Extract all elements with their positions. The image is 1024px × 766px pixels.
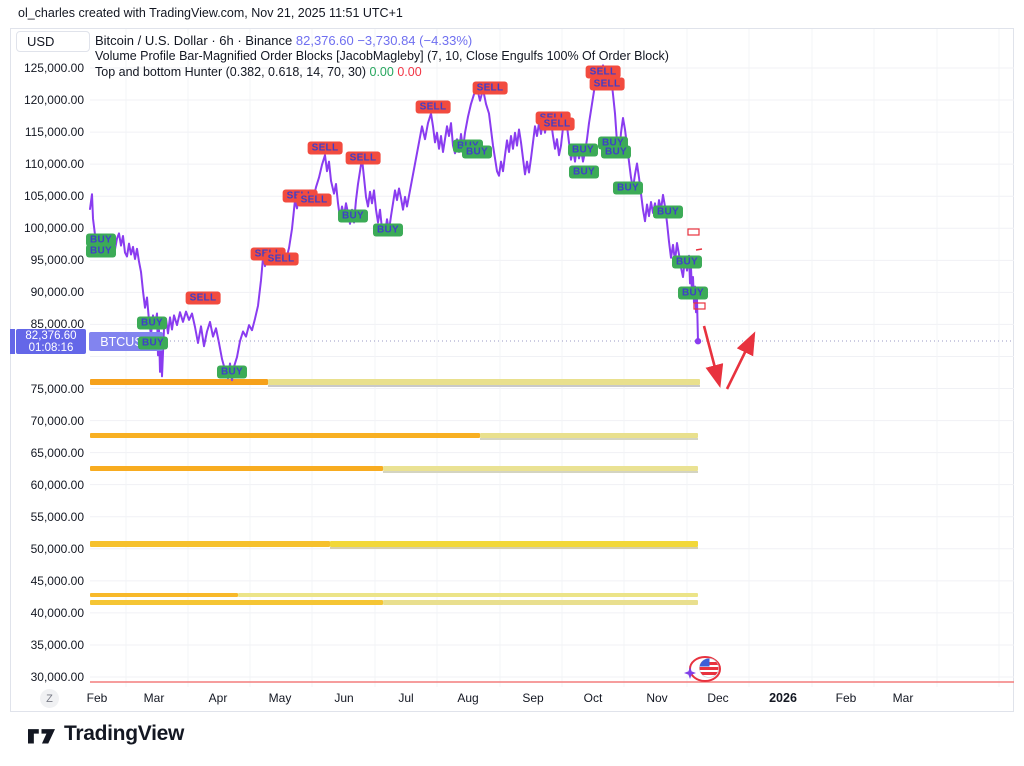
price-tick-label: 55,000.00	[30, 509, 84, 524]
drawn-annotations	[687, 228, 756, 390]
buy-signal-marker: BUY	[600, 145, 632, 159]
symbol-title: Bitcoin / U.S. Dollar · 6h · Binance	[95, 33, 293, 48]
price-tick-label: 30,000.00	[30, 670, 84, 684]
sell-signal-marker: SELL	[585, 65, 621, 79]
price-tick-label: 100,000.00	[23, 221, 84, 236]
sell-signal-marker: SELL	[539, 117, 575, 131]
price-tick-label: 85,000.00	[30, 317, 84, 332]
price-tick-label: 90,000.00	[30, 285, 84, 300]
sell-signal-marker: SELL	[307, 141, 343, 155]
time-tick-label: Oct	[583, 691, 603, 705]
time-tick-label: Sep	[522, 691, 544, 705]
currency-toggle-button[interactable]: USD	[16, 31, 90, 52]
chart-panel	[10, 28, 1014, 712]
sell-signal-marker: SELL	[415, 100, 451, 114]
indicator-hunter-value-red: 0.00	[397, 65, 422, 79]
price-tick-label: 115,000.00	[24, 125, 84, 140]
time-tick-label: Jul	[398, 691, 414, 705]
current-price-label: 82,376.60 01:08:16	[16, 329, 86, 354]
time-tick-label: Mar	[143, 691, 165, 705]
indicator-hunter-value-green: 0.00	[369, 65, 394, 79]
time-tick-label: Aug	[457, 691, 479, 705]
time-tick-label: Apr	[208, 691, 228, 705]
time-tick-label: Feb	[835, 691, 857, 705]
time-tick-label: Jun	[334, 691, 354, 705]
buy-signal-marker: BUY	[568, 165, 600, 179]
sell-signal-marker: SELL	[345, 151, 381, 165]
sell-signal-marker: SELL	[589, 77, 625, 91]
buy-signal-marker: BUY	[567, 143, 599, 157]
buy-signal-marker: BUY	[216, 365, 248, 379]
buy-signal-marker: BUY	[671, 255, 703, 269]
sell-signal-marker: SELL	[472, 81, 508, 95]
buy-signal-marker: BUY	[85, 244, 117, 258]
symbol-header[interactable]: Bitcoin / U.S. Dollar · 6h · Binance 82,…	[95, 33, 472, 48]
time-tick-label: Nov	[646, 691, 668, 705]
price-tick-label: 40,000.00	[30, 605, 84, 620]
price-tick-label: 110,000.00	[24, 157, 84, 172]
buy-signal-marker: BUY	[461, 145, 493, 159]
time-tick-label: Feb	[86, 691, 108, 705]
price-tick-label: 65,000.00	[30, 445, 84, 460]
current-price-value: 82,376.60	[25, 329, 77, 342]
buy-signal-marker: BUY	[612, 181, 644, 195]
price-tick-label: 60,000.00	[30, 477, 84, 492]
buy-signal-marker: BUY	[652, 205, 684, 219]
price-tick-label: 95,000.00	[30, 253, 84, 268]
price-tick-label: 120,000.00	[23, 93, 84, 108]
indicator-hunter-label: Top and bottom Hunter (0.382, 0.618, 14,…	[95, 65, 367, 79]
time-tick-label: Mar	[892, 691, 914, 705]
sell-signal-marker: SELL	[263, 252, 299, 266]
price-tick-label: 105,000.00	[23, 189, 84, 204]
price-tick-label: 70,000.00	[30, 413, 84, 428]
time-tick-label: May	[268, 691, 292, 705]
sell-signal-marker: SELL	[185, 291, 221, 305]
timezone-button[interactable]: Z	[40, 689, 59, 708]
calendar-event-icon	[684, 656, 721, 682]
sell-signal-marker: SELL	[296, 193, 332, 207]
price-tick-label: 45,000.00	[30, 573, 84, 588]
buy-signal-marker: BUY	[136, 316, 168, 330]
price-tick-label: 35,000.00	[30, 637, 84, 652]
buy-signal-marker: BUY	[677, 286, 709, 300]
price-line-series	[89, 64, 702, 382]
last-price: 82,376.60	[295, 33, 354, 48]
time-tick-label: Dec	[707, 691, 729, 705]
grid-lines	[90, 29, 1014, 687]
price-tick-label: 125,000.00	[23, 61, 84, 75]
tradingview-logo: TradingView	[28, 722, 184, 746]
indicator-row-hunter[interactable]: Top and bottom Hunter (0.382, 0.618, 14,…	[95, 65, 422, 79]
price-tick-label: 50,000.00	[30, 541, 84, 556]
time-tick-label: 2026	[769, 691, 797, 705]
buy-signal-marker: BUY	[85, 233, 117, 247]
price-label-strip	[10, 329, 15, 354]
order-block-bands	[90, 379, 700, 605]
indicator-row-volume-profile[interactable]: Volume Profile Bar-Magnified Order Block…	[95, 49, 669, 63]
price-change: −3,730.84 (−4.33%)	[357, 33, 473, 48]
tradingview-logo-icon	[28, 728, 55, 743]
bar-countdown: 01:08:16	[28, 341, 74, 354]
price-tick-label: 75,000.00	[30, 381, 84, 396]
buy-signal-marker: BUY	[372, 223, 404, 237]
chart-watermark: ol_charles created with TradingView.com,…	[18, 6, 403, 20]
buy-signal-marker: BUY	[337, 209, 369, 223]
buy-signal-marker: BUY	[137, 336, 169, 350]
tradingview-logo-text: TradingView	[64, 722, 185, 745]
